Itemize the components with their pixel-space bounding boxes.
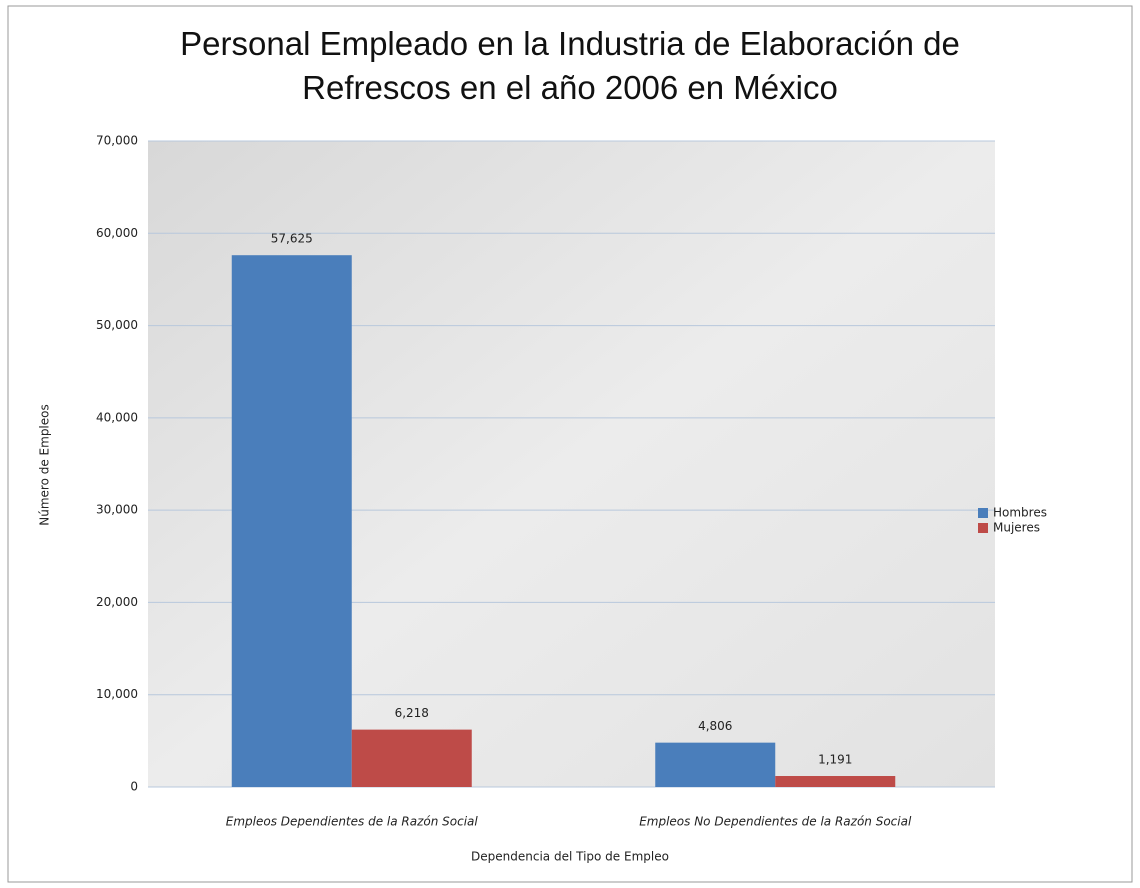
legend-swatch [978, 508, 988, 518]
y-tick-label: 0 [130, 780, 138, 794]
data-label: 6,218 [395, 706, 429, 720]
x-axis-label: Dependencia del Tipo de Empleo [471, 850, 669, 864]
data-label: 1,191 [818, 753, 852, 767]
y-tick-label: 40,000 [96, 410, 138, 424]
y-tick-label: 10,000 [96, 687, 138, 701]
legend-swatch [978, 523, 988, 533]
y-axis-label: Número de Empleos [38, 404, 52, 526]
bar [775, 776, 896, 787]
y-tick-label: 70,000 [96, 134, 138, 148]
bar [655, 742, 776, 787]
legend-label: Hombres [993, 506, 1047, 520]
y-tick-label: 60,000 [96, 226, 138, 240]
data-label: 4,806 [698, 719, 732, 733]
bar [351, 729, 472, 787]
y-tick-label: 50,000 [96, 318, 138, 332]
y-tick-label: 20,000 [96, 595, 138, 609]
y-tick-label: 30,000 [96, 503, 138, 517]
data-label: 57,625 [271, 232, 313, 246]
legend-label: Mujeres [993, 521, 1040, 535]
x-tick-label: Empleos No Dependientes de la Razón Soci… [639, 815, 912, 829]
chart-title: Personal Empleado en la Industria de Ela… [180, 25, 960, 106]
bar [231, 255, 352, 788]
x-tick-label: Empleos Dependientes de la Razón Social [226, 815, 479, 829]
